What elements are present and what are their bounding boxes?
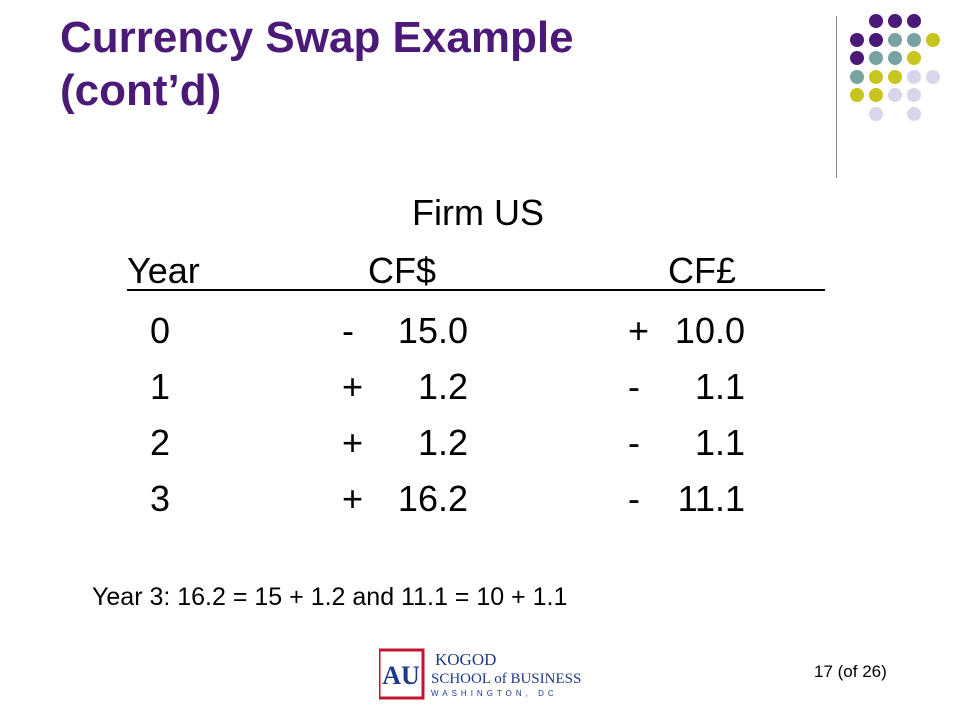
- year-3-note: Year 3: 16.2 = 15 + 1.2 and 11.1 = 10 + …: [92, 583, 568, 611]
- cf-pound-sign: -: [628, 478, 640, 519]
- cf-pound-sign: -: [628, 366, 640, 407]
- cf-dollar-sign: +: [342, 366, 364, 407]
- decorative-dot: [907, 69, 921, 84]
- decorative-dot: [869, 69, 883, 84]
- decorative-dot: [888, 88, 902, 102]
- logo-line-1: KOGOD: [435, 650, 496, 669]
- decorative-dot: [850, 32, 864, 47]
- decorative-dot: [869, 14, 883, 28]
- cf-pound-sign: -: [628, 422, 640, 463]
- decorative-dot: [869, 32, 883, 47]
- decorative-dot: [926, 32, 940, 47]
- decorative-dot: [907, 88, 921, 102]
- decorative-dot: [907, 14, 921, 28]
- cf-pound-value: 1.1: [694, 366, 745, 407]
- decorative-dot: [850, 51, 864, 65]
- row-year: 2: [150, 422, 171, 463]
- logo-mark-text: AU: [382, 661, 420, 690]
- decorative-dot: [907, 106, 921, 121]
- row-year: 0: [150, 310, 171, 351]
- slide-title: Currency Swap Example (cont’d): [60, 12, 760, 118]
- cf-dollar-value: 1.2: [417, 366, 468, 407]
- header-underline: [127, 289, 825, 291]
- page-number: 17 (of 26): [814, 662, 887, 681]
- firm-label: Firm US: [412, 192, 544, 233]
- logo-mark-box: [379, 648, 425, 700]
- decorative-dot: [907, 51, 921, 65]
- decorative-dot: [888, 51, 902, 65]
- decorative-dot: [869, 106, 883, 121]
- decorative-dot: [850, 88, 864, 102]
- decorative-dot: [869, 88, 883, 102]
- cf-dollar-sign: +: [342, 478, 364, 519]
- header-cf-dollar: CF$: [368, 250, 437, 291]
- cf-dollar-value: 1.2: [417, 422, 468, 463]
- decorative-dot: [888, 14, 902, 28]
- cf-dollar-value: 16.2: [397, 478, 468, 519]
- kogod-logo: AU KOGOD SCHOOL of BUSINESS WASHINGTON, …: [379, 648, 581, 700]
- slide-title-line-2: (cont’d): [60, 65, 222, 115]
- decorative-dot: [888, 32, 902, 47]
- cf-dollar-sign: +: [342, 422, 364, 463]
- decorative-dot: [907, 32, 921, 47]
- header-cf-pound: CF£: [668, 250, 737, 291]
- decorative-dot: [869, 51, 883, 65]
- slide-title-line-1: Currency Swap Example: [60, 13, 574, 62]
- decorative-dot: [850, 69, 864, 84]
- row-year: 1: [150, 366, 171, 407]
- logo-line-2: SCHOOL of BUSINESS: [431, 671, 581, 687]
- decorative-dot: [926, 69, 940, 84]
- cf-pound-sign: +: [628, 310, 650, 351]
- row-year: 3: [150, 478, 171, 519]
- decorative-dot: [888, 69, 902, 84]
- cf-pound-value: 1.1: [694, 422, 745, 463]
- decorative-divider: [836, 16, 837, 178]
- cf-pound-value: 10.0: [674, 310, 745, 351]
- cf-dollar-value: 15.0: [397, 310, 468, 351]
- logo-line-3: WASHINGTON, DC: [431, 689, 558, 698]
- cf-pound-value: 11.1: [677, 478, 745, 519]
- cf-dollar-sign: -: [342, 310, 354, 351]
- header-year: Year: [127, 250, 200, 291]
